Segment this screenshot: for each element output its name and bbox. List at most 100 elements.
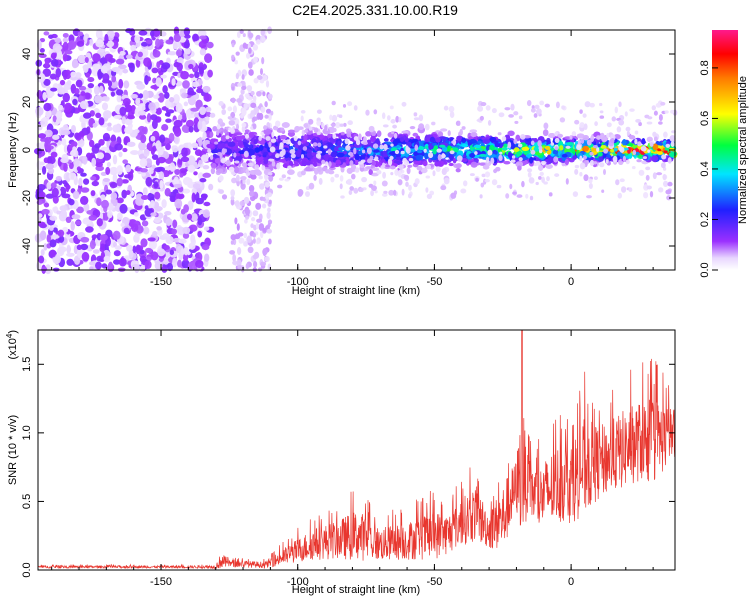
heatmap-cell [569, 135, 573, 140]
heatmap-cell [163, 257, 169, 265]
heatmap-cell [252, 116, 258, 122]
heatmap-cell [182, 226, 191, 235]
heatmap-cell [379, 144, 384, 150]
heatmap-cell [643, 184, 649, 191]
heatmap-cell [406, 147, 411, 154]
heatmap-cell [112, 173, 118, 184]
heatmap-cell [622, 155, 626, 163]
heatmap-cell [238, 139, 244, 147]
heatmap-cell [251, 216, 256, 222]
heatmap-cell [270, 110, 274, 116]
heatmap-cell [218, 101, 224, 106]
x-tick-label: -50 [426, 576, 442, 588]
heatmap-cell [574, 168, 579, 175]
heatmap-cell [92, 249, 100, 254]
heatmap-cell [87, 77, 95, 83]
heatmap-cell [137, 110, 147, 116]
heatmap-cell [38, 255, 45, 264]
heatmap-cell [193, 171, 198, 176]
heatmap-cell [218, 175, 224, 182]
heatmap-cell [355, 139, 361, 146]
heatmap-cell [345, 158, 350, 165]
heatmap-cell [235, 123, 240, 130]
heatmap-cell [109, 182, 118, 189]
heatmap-cell [156, 61, 161, 69]
heatmap-cell [121, 189, 127, 199]
heatmap-cell [146, 76, 151, 82]
heatmap-cell [449, 111, 455, 119]
heatmap-cell [387, 158, 393, 166]
heatmap-cell [101, 96, 110, 101]
heatmap-cell [373, 149, 380, 153]
heatmap-cell [178, 238, 187, 244]
heatmap-cell [44, 140, 51, 151]
heatmap-cell [165, 218, 173, 226]
heatmap-cell [230, 240, 234, 245]
heatmap-cell [555, 101, 560, 109]
heatmap-cell [390, 131, 395, 135]
heatmap-cell [248, 32, 254, 39]
colorbar: 0.00.20.40.60.8 Normalized spectral ampl… [699, 30, 749, 278]
heatmap-cell [107, 122, 112, 127]
heatmap-cell [80, 243, 89, 251]
heatmap-cell [122, 159, 129, 165]
heatmap-cell [330, 123, 336, 127]
heatmap-cell [394, 149, 400, 155]
heatmap-cell [172, 257, 178, 268]
heatmap-cell [340, 166, 345, 173]
heatmap-cell [637, 141, 642, 147]
heatmap-cell [234, 60, 238, 65]
heatmap-cell [140, 238, 148, 248]
heatmap-cell [199, 106, 207, 115]
heatmap-cell [55, 118, 61, 125]
heatmap-cell [118, 64, 127, 70]
heatmap-cell [243, 150, 249, 158]
heatmap-cell [264, 255, 270, 263]
heatmap-cell [582, 113, 587, 118]
heatmap-cell [223, 128, 228, 134]
heatmap-cell [443, 161, 448, 165]
heatmap-cell [227, 116, 233, 120]
heatmap-cell [646, 121, 653, 125]
heatmap-cell [246, 235, 252, 244]
heatmap-cell [424, 123, 430, 131]
heatmap-cell [207, 69, 213, 78]
heatmap-cell [141, 41, 148, 47]
heatmap-cell [603, 148, 609, 154]
heatmap-cell [150, 251, 159, 261]
heatmap-cell [256, 170, 262, 176]
heatmap-cell [234, 200, 240, 208]
heatmap-cell [507, 141, 512, 149]
heatmap-cell [95, 261, 102, 270]
heatmap-cell [256, 90, 262, 97]
heatmap-cell [233, 152, 237, 158]
heatmap-cell [86, 126, 91, 134]
heatmap-cell [241, 122, 247, 128]
heatmap-cell [597, 151, 603, 157]
heatmap-cell [433, 145, 439, 151]
heatmap-cell [133, 212, 139, 217]
heatmap-cell [390, 171, 394, 176]
heatmap-cell [248, 47, 252, 54]
heatmap-cell [401, 101, 407, 107]
heatmap-cell [265, 136, 271, 141]
heatmap-cell [181, 147, 188, 158]
heatmap-cell [102, 132, 111, 142]
heatmap-cell [165, 118, 172, 123]
heatmap-cell [68, 162, 74, 170]
heatmap-cell [435, 166, 441, 172]
heatmap-cell [267, 93, 273, 100]
heatmap-cell [143, 148, 150, 157]
heatmap-cell [611, 116, 617, 122]
heatmap-cell [616, 126, 622, 133]
heatmap-cell [260, 261, 267, 267]
heatmap-cell [161, 199, 167, 209]
heatmap-cell [597, 143, 602, 148]
heatmap-cell [67, 40, 77, 50]
heatmap-cell [618, 145, 623, 151]
heatmap-cell [279, 142, 284, 148]
heatmap-cell [84, 56, 89, 64]
heatmap-cell [579, 171, 583, 177]
heatmap-cell [161, 265, 168, 273]
heatmap-cell [628, 187, 633, 193]
